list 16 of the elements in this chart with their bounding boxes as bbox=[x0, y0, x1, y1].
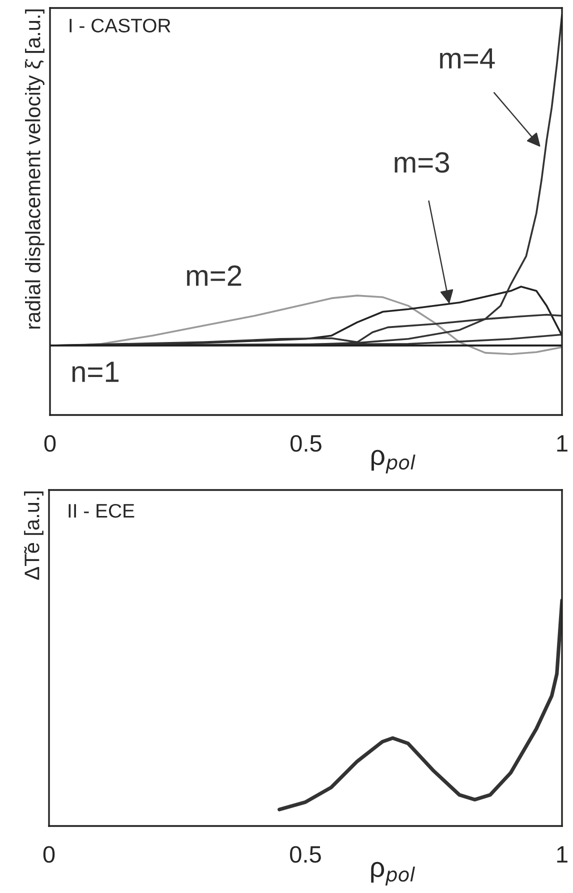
x-axis-title: ρ$_{pol}$ bbox=[371, 862, 415, 886]
x-tick-label: 0.5 bbox=[290, 846, 321, 863]
x-tick-label: 0 bbox=[44, 435, 56, 452]
x-tick-label: 1 bbox=[557, 435, 568, 452]
y-axis-title: ΔT̃e [a.u.] bbox=[24, 491, 44, 580]
annotation: m=3 bbox=[394, 152, 450, 173]
text: n=1 bbox=[72, 362, 119, 382]
chart-title: II - ECE bbox=[68, 504, 134, 518]
x-tick-label: 0 bbox=[43, 846, 55, 863]
x-tick-label: 1 bbox=[557, 846, 568, 863]
x-axis-title: ρ$_{pol}$ bbox=[372, 450, 416, 474]
x-tick-label: 0.5 bbox=[290, 435, 322, 452]
annotation: m=4 bbox=[440, 48, 495, 68]
chart-title: I - CASTOR bbox=[70, 18, 170, 32]
y-axis-title: radial displacement velocity ξ̇ [a.u.] bbox=[25, 9, 44, 329]
annotation: m=2 bbox=[187, 265, 242, 286]
